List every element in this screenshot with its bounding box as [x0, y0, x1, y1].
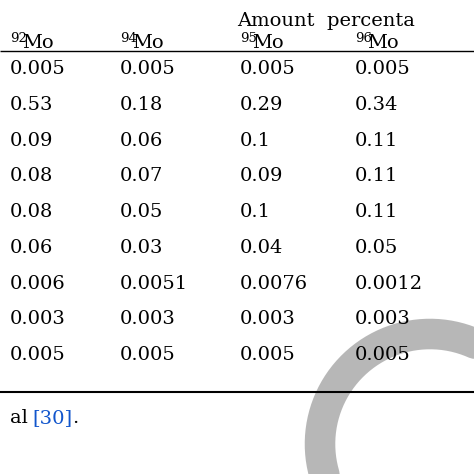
- Text: 0.003: 0.003: [10, 310, 66, 328]
- Text: Mo: Mo: [22, 34, 54, 52]
- Text: 92: 92: [10, 32, 27, 45]
- Text: 0.1: 0.1: [240, 203, 271, 221]
- Text: 0.005: 0.005: [355, 60, 411, 78]
- Text: 0.05: 0.05: [120, 203, 164, 221]
- Text: 0.003: 0.003: [120, 310, 176, 328]
- Text: [30]: [30]: [32, 409, 72, 427]
- Text: Amount  percenta: Amount percenta: [237, 12, 415, 30]
- Text: 0.05: 0.05: [355, 239, 398, 257]
- Text: 0.003: 0.003: [355, 310, 411, 328]
- Text: 0.34: 0.34: [355, 96, 399, 114]
- Text: 96: 96: [355, 32, 372, 45]
- Text: 0.53: 0.53: [10, 96, 54, 114]
- Text: 0.29: 0.29: [240, 96, 283, 114]
- Text: 0.07: 0.07: [120, 167, 164, 185]
- Text: 0.11: 0.11: [355, 203, 398, 221]
- Text: 0.005: 0.005: [120, 60, 176, 78]
- Text: 0.0051: 0.0051: [120, 274, 188, 292]
- Text: 0.005: 0.005: [240, 60, 296, 78]
- Text: 0.005: 0.005: [10, 346, 66, 364]
- Text: 0.08: 0.08: [10, 167, 54, 185]
- Text: 0.11: 0.11: [355, 132, 398, 150]
- Text: Mo: Mo: [367, 34, 399, 52]
- Text: 0.0012: 0.0012: [355, 274, 423, 292]
- Text: 0.005: 0.005: [240, 346, 296, 364]
- Text: 0.09: 0.09: [10, 132, 54, 150]
- Text: 95: 95: [240, 32, 257, 45]
- Text: 0.04: 0.04: [240, 239, 283, 257]
- Text: 0.005: 0.005: [120, 346, 176, 364]
- Text: 0.003: 0.003: [240, 310, 296, 328]
- Text: 94: 94: [120, 32, 137, 45]
- Text: Mo: Mo: [252, 34, 283, 52]
- Text: Mo: Mo: [132, 34, 164, 52]
- Text: 0.06: 0.06: [120, 132, 164, 150]
- Text: 0.005: 0.005: [10, 60, 66, 78]
- Text: 0.03: 0.03: [120, 239, 164, 257]
- Text: 0.08: 0.08: [10, 203, 54, 221]
- Text: 0.18: 0.18: [120, 96, 164, 114]
- Text: 0.06: 0.06: [10, 239, 54, 257]
- Text: .: .: [72, 409, 78, 427]
- Text: 0.11: 0.11: [355, 167, 398, 185]
- Text: 0.006: 0.006: [10, 274, 66, 292]
- Text: 0.09: 0.09: [240, 167, 283, 185]
- Text: 0.0076: 0.0076: [240, 274, 308, 292]
- Text: 0.005: 0.005: [355, 346, 411, 364]
- Text: al: al: [10, 409, 34, 427]
- Text: 0.1: 0.1: [240, 132, 271, 150]
